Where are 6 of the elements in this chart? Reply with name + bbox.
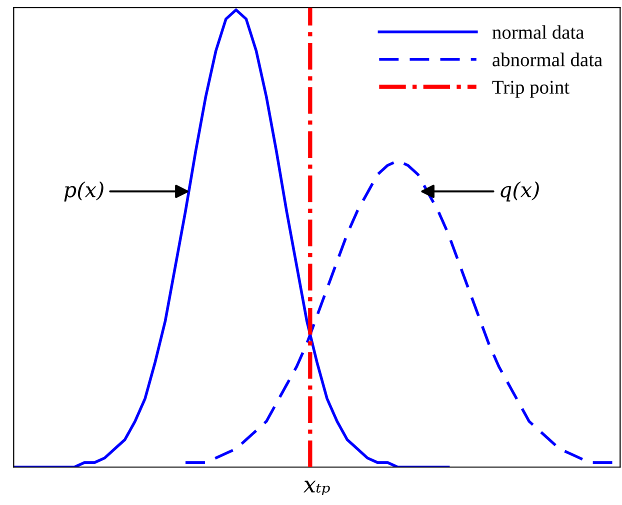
x-axis-title: xₜₚ [304,480,330,496]
text: Trip point [492,80,570,98]
legend-label: normal data [492,25,584,39]
annotation: q(x) [500,181,539,202]
annotation: p(x) [64,181,104,202]
legend-label: abnormal data [492,52,602,66]
